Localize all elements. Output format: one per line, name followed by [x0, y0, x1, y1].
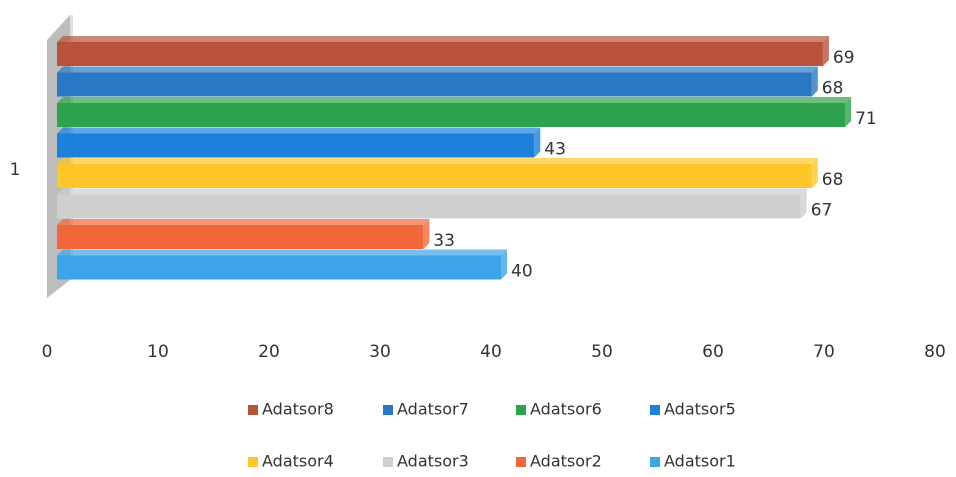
x-tick-label: 60 — [702, 342, 724, 362]
x-tick-label: 40 — [480, 342, 502, 362]
bar-top — [57, 158, 818, 164]
x-tick-label: 20 — [258, 342, 280, 362]
x-tick-label: 30 — [369, 342, 391, 362]
data-label: 40 — [511, 262, 533, 282]
bar-end — [845, 97, 852, 127]
y-tick-label: 1 — [10, 160, 21, 180]
bar-end — [822, 36, 829, 66]
bar-top — [57, 97, 852, 103]
bar — [57, 255, 501, 280]
data-label: 68 — [822, 170, 844, 190]
bar-end — [501, 249, 507, 280]
x-tick-label: 50 — [591, 342, 613, 362]
bar-top — [57, 188, 807, 195]
legend-label: Adatsor5 — [664, 400, 736, 419]
bar-end — [534, 127, 541, 158]
bar — [57, 194, 801, 219]
data-label: 68 — [822, 79, 844, 99]
x-tick-label: 0 — [42, 342, 53, 362]
data-label: 71 — [855, 109, 877, 129]
legend-swatch — [516, 405, 526, 415]
bar-end — [423, 219, 430, 249]
legend-swatch — [383, 457, 393, 467]
bar-end — [800, 188, 807, 219]
bar-top — [57, 249, 507, 256]
legend-swatch — [650, 457, 660, 467]
x-tick-label: 80 — [924, 342, 946, 362]
bar — [57, 225, 424, 249]
bar-top — [57, 36, 829, 42]
legend-swatch — [516, 457, 526, 467]
legend-label: Adatsor6 — [530, 400, 602, 419]
legend-label: Adatsor8 — [262, 400, 334, 419]
x-tick-label: 70 — [813, 342, 835, 362]
bar — [57, 42, 823, 66]
legend-swatch — [383, 405, 393, 415]
legend-label: Adatsor7 — [397, 400, 469, 419]
bar-end — [811, 66, 818, 97]
bar — [57, 164, 812, 188]
data-label: 43 — [544, 140, 566, 160]
bar-top — [57, 219, 430, 225]
legend-swatch — [650, 405, 660, 415]
legend-label: Adatsor3 — [397, 452, 469, 471]
bar — [57, 103, 846, 127]
legend-label: Adatsor2 — [530, 452, 602, 471]
bar-top — [57, 127, 541, 134]
legend-swatch — [248, 405, 258, 415]
data-label: 69 — [833, 48, 855, 68]
bar — [57, 72, 812, 97]
data-label: 67 — [811, 201, 833, 221]
legend-label: Adatsor1 — [664, 452, 736, 471]
bar — [57, 133, 535, 158]
bar-end — [811, 158, 818, 188]
data-label: 33 — [433, 231, 455, 251]
bar-top — [57, 66, 818, 73]
legend-label: Adatsor4 — [262, 452, 334, 471]
legend-swatch — [248, 457, 258, 467]
x-tick-label: 10 — [147, 342, 169, 362]
